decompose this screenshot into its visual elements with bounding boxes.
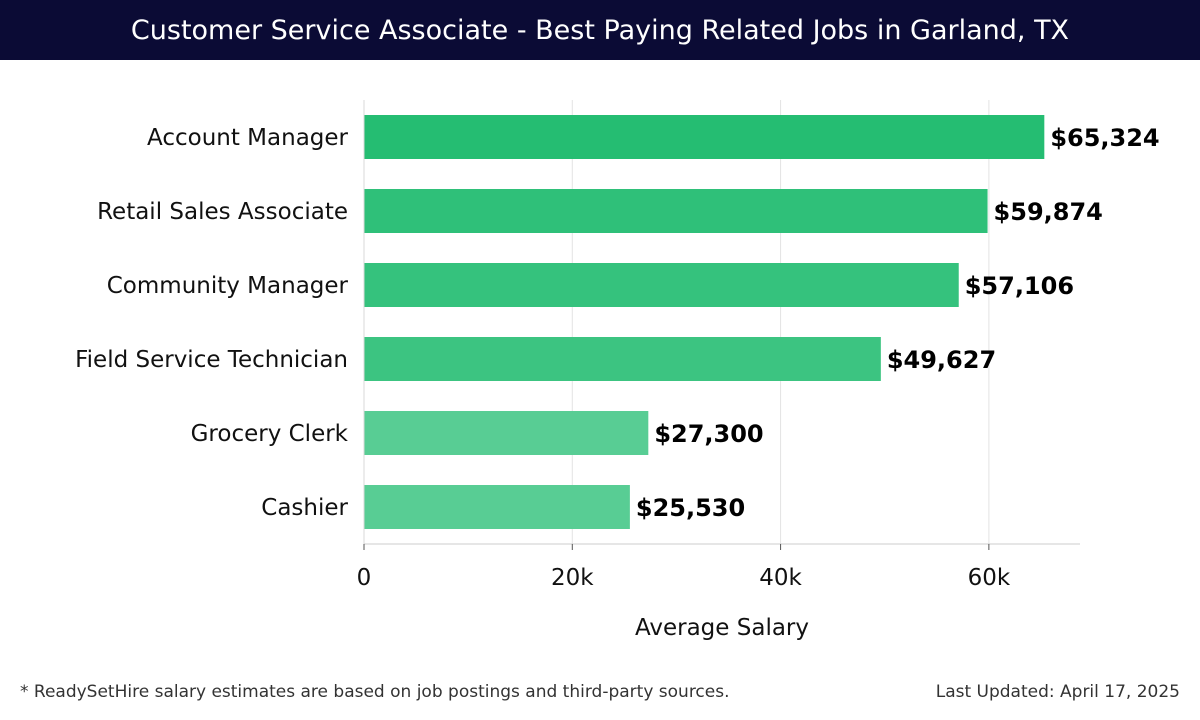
category-label: Retail Sales Associate [97, 199, 348, 225]
category-label: Grocery Clerk [191, 421, 349, 447]
bar [364, 263, 959, 307]
category-label: Cashier [261, 495, 348, 521]
footnote: * ReadySetHire salary estimates are base… [20, 682, 730, 702]
value-label: $49,627 [887, 346, 996, 374]
x-axis-label: Average Salary [635, 615, 809, 641]
x-tick-label: 0 [357, 565, 372, 591]
bars: Account Manager $65,324 Retail Sales Assoc… [75, 115, 1160, 529]
chart-title: Customer Service Associate - Best Paying… [0, 0, 1200, 60]
value-label: $57,106 [965, 272, 1074, 300]
bar [364, 337, 881, 381]
value-label: $59,874 [994, 198, 1103, 226]
bar [364, 411, 649, 455]
last-updated: Last Updated: April 17, 2025 [935, 682, 1180, 702]
x-tick-label: 20k [551, 565, 594, 591]
bar [364, 115, 1045, 159]
x-axis: 0 20k 40k 60k [357, 100, 1080, 591]
bar [364, 189, 988, 233]
value-label: $65,324 [1050, 124, 1159, 152]
category-label: Account Manager [147, 125, 349, 151]
value-label: $25,530 [636, 494, 745, 522]
bar-chart: Account Manager $65,324 Retail Sales Assoc… [75, 100, 1160, 641]
x-tick-label: 40k [759, 565, 802, 591]
grid-lines [363, 100, 990, 544]
x-tick-label: 60k [968, 565, 1011, 591]
category-label: Community Manager [107, 273, 349, 299]
value-label: $27,300 [654, 420, 763, 448]
category-label: Field Service Technician [75, 347, 348, 373]
bar [364, 485, 630, 529]
